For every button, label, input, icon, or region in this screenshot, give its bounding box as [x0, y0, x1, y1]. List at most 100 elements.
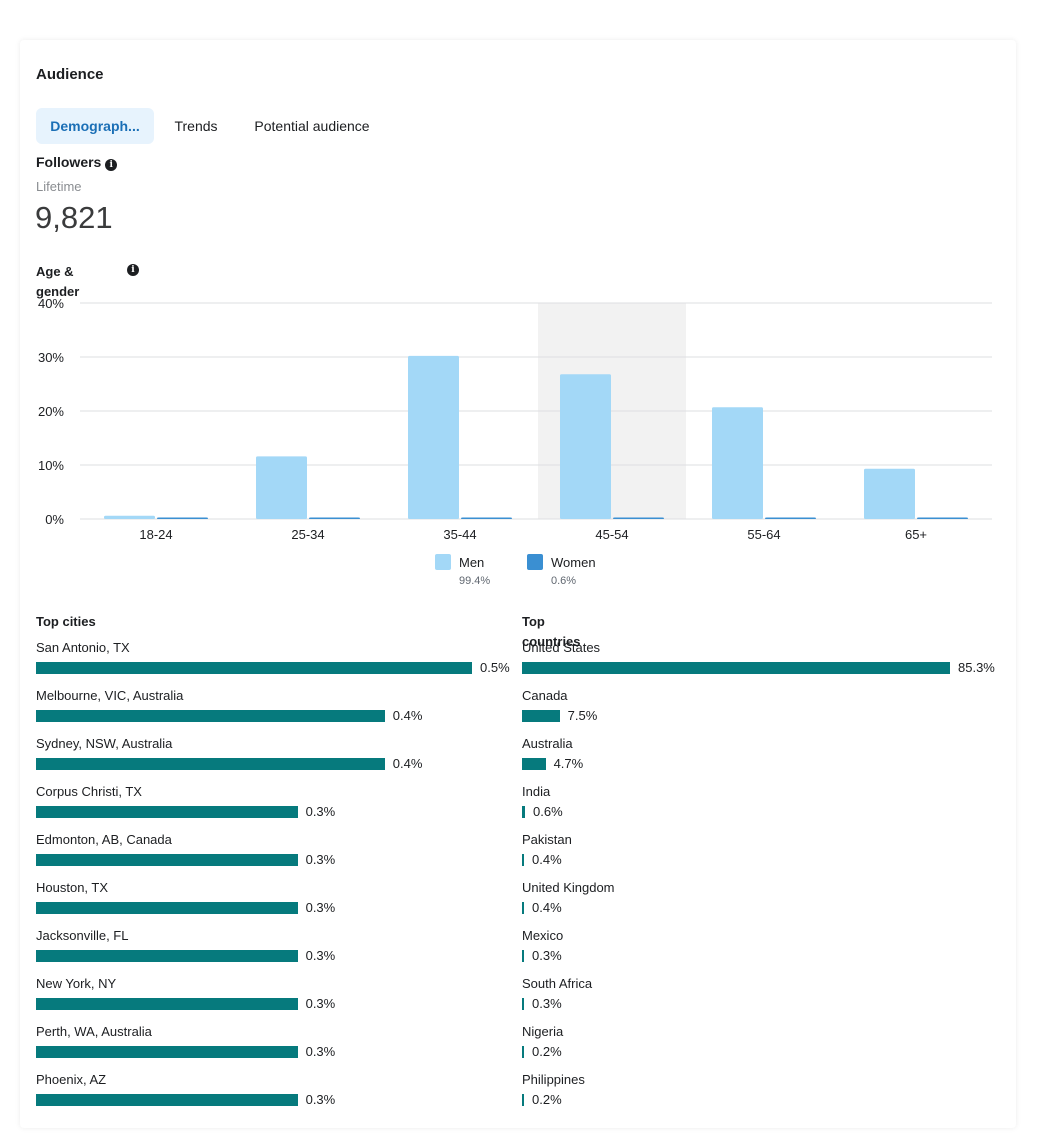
list-item-bar	[36, 902, 298, 914]
list-item-name: New York, NY	[36, 976, 117, 991]
top-countries-label: Top countries	[522, 614, 581, 649]
chart-bar-men	[712, 407, 763, 519]
legend-label-women: Women	[551, 555, 596, 570]
followers-label: Followers i	[36, 154, 118, 171]
list-item-percent: 0.4%	[392, 756, 423, 771]
chart-bar-men	[408, 355, 459, 519]
list-item-bar	[36, 950, 298, 962]
list-item-percent: 0.3%	[532, 948, 562, 963]
chart-bar-women	[309, 517, 360, 519]
list-item-percent: 0.4%	[532, 852, 562, 867]
list-item-bar	[36, 710, 385, 722]
list-item-name: Jacksonville, FL	[36, 928, 129, 943]
chart-bar-women	[157, 517, 208, 519]
list-item-bar	[522, 998, 524, 1010]
list-item-bar	[522, 854, 524, 866]
list-item-name: Philippines	[522, 1072, 585, 1087]
list-item-percent: 0.2%	[532, 1092, 562, 1107]
top-cities-label: Top cities	[36, 614, 96, 629]
legend-swatch-men	[435, 554, 451, 570]
chart-bar-men	[104, 515, 155, 519]
list-item-name: Canada	[522, 688, 568, 703]
list-item-name: Houston, TX	[36, 880, 109, 895]
y-tick-label: 30%	[38, 350, 64, 365]
info-icon[interactable]: i	[127, 264, 139, 276]
list-item-name: Sydney, NSW, Australia	[36, 736, 173, 751]
x-tick-label: 18-24	[139, 527, 172, 542]
legend-pct-women: 0.6%	[551, 575, 577, 587]
list-item-percent: 0.4%	[392, 708, 423, 723]
list-item-name: United States	[522, 640, 601, 655]
list-item-bar	[522, 806, 525, 818]
age-gender-label: Age & gender	[36, 264, 80, 299]
x-tick-label: 35-44	[443, 527, 476, 542]
list-item-percent: 4.7%	[553, 756, 584, 771]
tab-potential-audience[interactable]: Potential audience	[254, 118, 370, 134]
age-gender-chart: 0% 10% 20% 30% 40% 18-24 25-34 35-44 45-54 55-64 6…	[38, 296, 992, 542]
followers-period: Lifetime	[36, 179, 82, 194]
list-item-bar	[36, 662, 472, 674]
list-item-name: India	[522, 784, 551, 799]
list-item-name: Mexico	[522, 928, 564, 943]
list-item-bar	[522, 662, 950, 674]
list-item-name: Corpus Christi, TX	[36, 784, 142, 799]
list-item-name: Pakistan	[522, 832, 572, 847]
chart-bar-men	[864, 468, 915, 519]
y-tick-label: 10%	[38, 458, 64, 473]
list-item-bar	[36, 998, 298, 1010]
chart-bar-men	[560, 374, 611, 519]
chart-bar-women	[461, 517, 512, 519]
audience-card: Audience Demograph... Trends Potential a…	[20, 40, 1016, 1128]
y-tick-label: 0%	[45, 512, 64, 527]
chart-bar-women	[917, 517, 968, 519]
x-tick-label: 55-64	[747, 527, 780, 542]
legend-swatch-women	[527, 554, 543, 570]
x-tick-label: 65+	[905, 527, 927, 542]
list-item-name: United Kingdom	[522, 880, 615, 895]
list-item-percent: 0.3%	[305, 996, 336, 1011]
followers-label-text: Followers	[36, 154, 102, 170]
tab-demographics[interactable]: Demograph...	[36, 108, 154, 144]
list-item-bar	[522, 902, 524, 914]
chart-bar-women	[765, 517, 816, 519]
list-item-percent: 0.3%	[532, 996, 562, 1011]
y-tick-label: 20%	[38, 404, 64, 419]
x-tick-label: 45-54	[595, 527, 628, 542]
list-item-bar	[36, 758, 385, 770]
list-item-bar	[36, 1046, 298, 1058]
list-item-name: Phoenix, AZ	[36, 1072, 107, 1087]
list-item-percent: 0.6%	[533, 804, 563, 819]
list-item-percent: 0.3%	[305, 1092, 336, 1107]
list-item-bar	[522, 1046, 524, 1058]
list-item-percent: 0.3%	[305, 948, 336, 963]
x-tick-label: 25-34	[291, 527, 324, 542]
list-item-name: South Africa	[522, 976, 593, 991]
list-item-percent: 85.3%	[958, 660, 995, 675]
y-tick-label: 40%	[38, 296, 64, 311]
list-item-name: Melbourne, VIC, Australia	[36, 688, 184, 703]
list-item-bar	[522, 710, 560, 722]
list-item-percent: 0.3%	[305, 852, 336, 867]
legend-label-men: Men	[459, 555, 485, 570]
audience-title: Audience	[36, 66, 104, 83]
list-item-bar	[36, 1094, 298, 1106]
list-item-name: Nigeria	[522, 1024, 564, 1039]
list-item-name: San Antonio, TX	[36, 640, 130, 655]
list-item-name: Perth, WA, Australia	[36, 1024, 152, 1039]
list-item-bar	[522, 1094, 524, 1106]
followers-count: 9,821	[35, 200, 113, 235]
list-item-percent: 0.3%	[305, 900, 336, 915]
list-item-name: Australia	[522, 736, 573, 751]
legend-pct-men: 99.4%	[459, 575, 491, 587]
list-item-name: Edmonton, AB, Canada	[36, 832, 172, 847]
chart-bar-women	[613, 517, 664, 519]
list-item-bar	[36, 806, 298, 818]
list-item-percent: 0.5%	[480, 660, 510, 675]
list-item-percent: 0.3%	[305, 1044, 336, 1059]
tab-trends[interactable]: Trends	[174, 118, 218, 134]
list-item-percent: 0.4%	[532, 900, 562, 915]
list-item-percent: 0.3%	[305, 804, 336, 819]
list-item-bar	[522, 950, 524, 962]
info-icon[interactable]: i	[105, 159, 118, 171]
list-item-percent: 7.5%	[567, 708, 598, 723]
